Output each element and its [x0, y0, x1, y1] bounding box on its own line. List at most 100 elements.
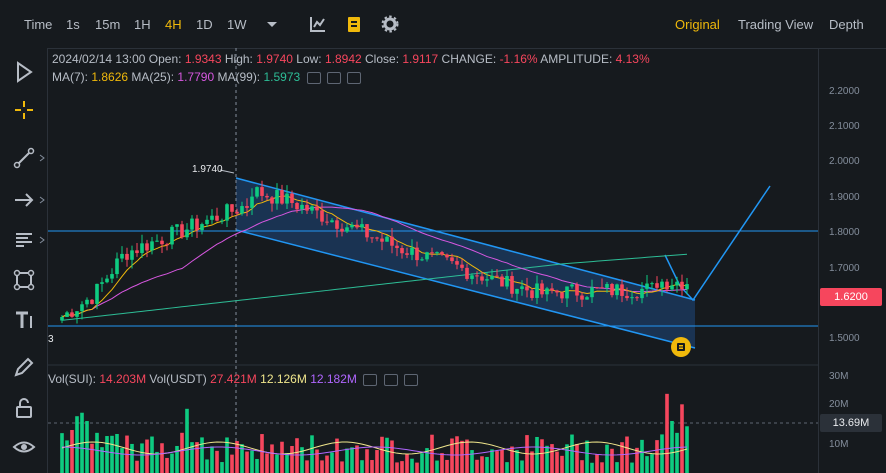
volume-bar: [235, 441, 239, 473]
vol-usdt-value: 27.421M: [210, 372, 257, 386]
fib-icon[interactable]: [12, 228, 36, 252]
view-tradingview[interactable]: Trading View: [738, 17, 814, 32]
volume-bar: [345, 448, 349, 473]
candle-body: [555, 290, 559, 293]
lock-icon[interactable]: [12, 396, 36, 420]
chart-canvas[interactable]: 2024/02/14 13:00 Open: 1.9343 High: 1.97…: [48, 48, 818, 473]
current-volume-tag: 13.69M: [820, 414, 882, 432]
volume-bar: [165, 457, 169, 473]
candle-body: [240, 206, 244, 214]
interval-1h[interactable]: 1H: [134, 17, 151, 32]
candle-body: [605, 283, 609, 288]
view-depth[interactable]: Depth: [829, 17, 864, 32]
text-icon[interactable]: [12, 308, 36, 332]
candle-body: [495, 275, 499, 277]
volume-ma2-line: [61, 446, 688, 456]
volume-bar: [230, 454, 234, 473]
candle-body: [215, 215, 219, 221]
settings-icon[interactable]: [380, 14, 400, 34]
ma-visibility-icon[interactable]: [306, 71, 321, 84]
price-tick: 2.0000: [829, 156, 860, 167]
parallel-channel[interactable]: [236, 178, 695, 348]
candle-body: [165, 244, 169, 246]
volume-bar: [365, 449, 369, 473]
ma7-line: [61, 195, 688, 318]
candle-body: [380, 238, 384, 242]
price-chart[interactable]: [48, 48, 818, 473]
trendline-icon[interactable]: [12, 146, 36, 170]
candle-body: [90, 299, 94, 304]
volume-bar: [560, 455, 564, 473]
candle-body: [115, 258, 119, 275]
candle-body: [680, 281, 684, 290]
volume-bar: [180, 432, 184, 473]
candle-body: [190, 218, 194, 230]
cursor-icon[interactable]: [12, 60, 36, 84]
high-marker-label: 1.9740: [192, 164, 223, 175]
candle-body: [310, 206, 314, 211]
candle-body: [265, 195, 269, 198]
candle-body: [585, 297, 589, 300]
volume-bar: [315, 449, 319, 473]
candle-body: [655, 283, 659, 288]
ma-close-icon[interactable]: [347, 71, 362, 84]
alert-badge-icon[interactable]: [671, 337, 691, 357]
interval-1d[interactable]: 1D: [196, 17, 213, 32]
indicator-icon[interactable]: [344, 14, 364, 34]
candle-body: [330, 220, 334, 223]
ray-icon[interactable]: [12, 188, 36, 212]
candle-body: [300, 204, 304, 210]
expand-arrow-icon[interactable]: [39, 236, 45, 244]
shape-icon[interactable]: [12, 268, 36, 292]
price-axis[interactable]: 2.2000 2.1000 2.0000 1.9000 1.8000 1.700…: [818, 48, 886, 473]
volume-bar: [215, 450, 219, 473]
view-original[interactable]: Original: [675, 17, 720, 32]
volume-bar: [680, 404, 684, 473]
candle-body: [590, 287, 594, 298]
volume-bar: [360, 460, 364, 473]
interval-dropdown-icon[interactable]: [262, 14, 282, 34]
candle-body: [205, 219, 209, 225]
interval-1w[interactable]: 1W: [227, 17, 247, 32]
volume-bar: [130, 443, 134, 473]
volume-bar: [295, 438, 299, 473]
interval-1s[interactable]: 1s: [66, 17, 80, 32]
ohlc-legend: 2024/02/14 13:00 Open: 1.9343 High: 1.97…: [52, 52, 650, 66]
channel-upper-line[interactable]: [235, 177, 696, 301]
candle-body: [410, 247, 414, 255]
candle-body: [475, 275, 479, 277]
expand-arrow-icon[interactable]: [39, 196, 45, 204]
candle-body: [70, 312, 74, 317]
vol-usdt-label: Vol(USDT): [149, 372, 207, 386]
ma25-value: 1.7790: [177, 70, 215, 84]
eye-icon[interactable]: [12, 435, 36, 459]
vol-settings-icon[interactable]: [383, 373, 398, 386]
expand-arrow-icon[interactable]: [39, 154, 45, 162]
time-button[interactable]: Time: [24, 17, 53, 32]
volume-bar: [185, 408, 189, 473]
interval-4h[interactable]: 4H: [165, 17, 182, 32]
candle-body: [580, 295, 584, 300]
volume-bar: [290, 445, 294, 473]
pen-icon[interactable]: [12, 355, 36, 379]
vol-ma2-value: 12.182M: [310, 372, 357, 386]
volume-bar: [600, 462, 604, 473]
volume-bar: [325, 455, 329, 473]
channel-lower-line[interactable]: [235, 229, 696, 349]
candle-body: [180, 224, 184, 238]
vol-close-icon[interactable]: [403, 373, 418, 386]
candle-body: [625, 295, 629, 299]
ma-settings-icon[interactable]: [326, 71, 341, 84]
chart-type-icon[interactable]: [308, 14, 328, 34]
candle-body: [290, 193, 294, 204]
candle-body: [575, 284, 579, 296]
current-price-tag: 1.6200: [820, 288, 882, 306]
vol-ma1-value: 12.126M: [260, 372, 307, 386]
volume-bar: [260, 434, 264, 473]
vol-visibility-icon[interactable]: [363, 373, 378, 386]
crosshair-icon[interactable]: [12, 98, 36, 122]
interval-15m[interactable]: 15m: [95, 17, 121, 32]
volume-bar: [440, 453, 444, 473]
candle-body: [75, 311, 79, 317]
candle-body: [140, 243, 144, 254]
